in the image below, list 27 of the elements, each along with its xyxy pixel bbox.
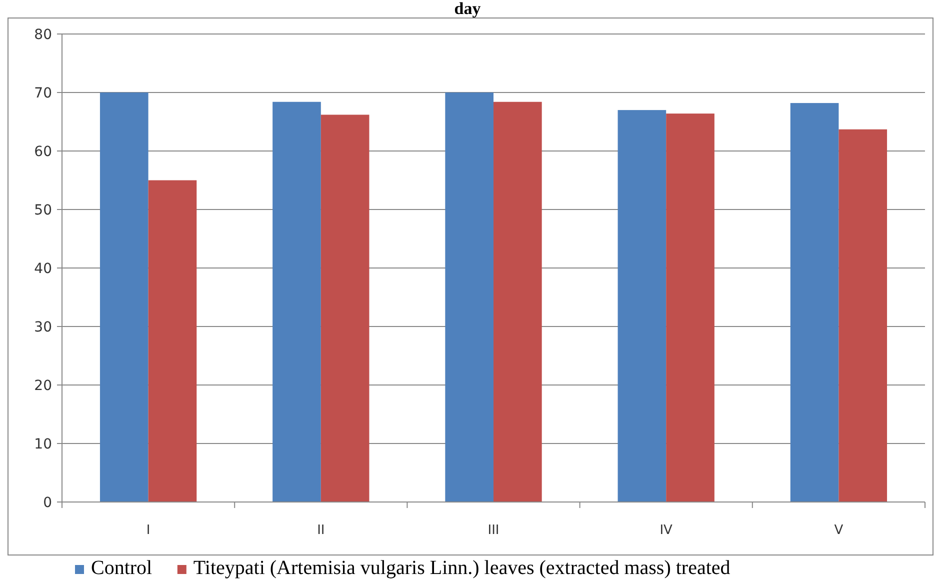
x-tick-label: V: [834, 523, 844, 538]
y-tick-label: 80: [34, 26, 52, 43]
y-tick-label: 30: [34, 319, 52, 336]
chart-title: day: [454, 0, 482, 18]
bar: [618, 110, 666, 502]
bar: [790, 103, 839, 502]
y-tick-label: 50: [34, 202, 52, 218]
y-tick-label: 0: [43, 494, 52, 511]
bar: [100, 92, 148, 502]
bar: [272, 102, 321, 502]
bar: [148, 180, 197, 502]
y-tick-label: 70: [34, 85, 52, 102]
bar: [666, 114, 714, 502]
legend-label: Titeypati (Artemisia vulgaris Linn.) leaves (extracted mass) treated: [193, 557, 730, 579]
bar: [838, 129, 888, 502]
y-tick-label: 40: [34, 260, 52, 277]
bar: [445, 92, 494, 502]
y-tick-label: 20: [34, 378, 52, 394]
x-tick-label: II: [317, 523, 325, 538]
y-tick-label: 10: [34, 436, 52, 452]
bar: [320, 114, 370, 502]
x-tick-label: III: [488, 523, 500, 538]
y-tick-label: 60: [34, 144, 52, 160]
x-tick-label: IV: [660, 523, 673, 538]
legend-label: Control: [91, 557, 153, 579]
bar: [494, 102, 542, 502]
x-tick-label: I: [146, 523, 150, 538]
